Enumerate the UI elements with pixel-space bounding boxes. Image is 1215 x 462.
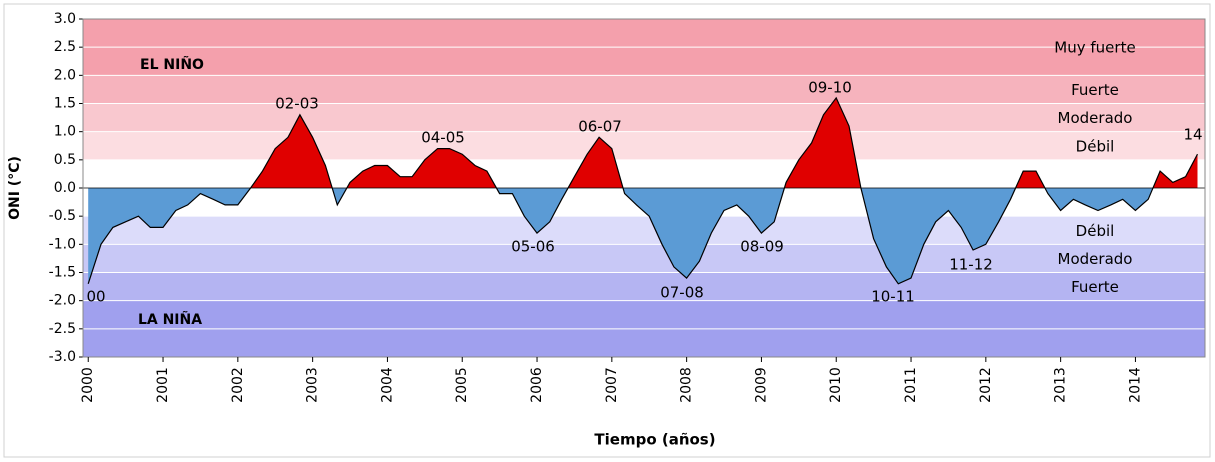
x-tick-label: 2004 [379, 367, 395, 403]
x-tick-label: 2008 [679, 367, 695, 403]
plot-border [82, 18, 1206, 358]
annotation: 07-08 [660, 284, 704, 302]
x-tick-label: 2007 [604, 367, 620, 403]
x-tick-label: 2011 [903, 367, 919, 403]
annotation: 09-10 [808, 79, 852, 97]
x-tick-label: 2012 [978, 367, 994, 403]
band [83, 75, 1205, 104]
y-axis-label: ONI (°C) [7, 156, 23, 220]
band-label: Muy fuerte [1054, 39, 1135, 57]
positive-area [88, 97, 1198, 188]
y-tick-label: 2.0 [54, 67, 76, 83]
band-label: Fuerte [1071, 81, 1119, 99]
band [83, 216, 1205, 245]
x-tick-label: 2010 [828, 367, 844, 403]
oni-line [87, 96, 1199, 285]
annotation: 05-06 [511, 238, 555, 256]
annotation: 08-09 [740, 238, 784, 256]
annotation: 10-11 [871, 288, 915, 306]
x-tick-label: 2005 [454, 367, 470, 403]
annotation: LA NIÑA [138, 311, 202, 328]
y-tick-label: -2.0 [49, 293, 76, 309]
x-tick-label: 2013 [1053, 367, 1069, 403]
negative-area [88, 188, 1198, 284]
annotation: 11-12 [949, 256, 993, 274]
annotation: 14 [1183, 126, 1202, 144]
annotation: 06-07 [578, 118, 622, 136]
annotation: 02-03 [275, 95, 319, 113]
x-tick-label: 2003 [305, 367, 321, 403]
y-tick-label: -1.5 [49, 265, 76, 281]
annotation: 00 [86, 288, 105, 306]
x-tick-label: 2001 [155, 367, 171, 403]
band-label: Moderado [1058, 250, 1133, 268]
band-label: Débil [1076, 222, 1115, 240]
x-tick-label: 2000 [80, 367, 96, 403]
y-tick-label: 1.5 [54, 96, 76, 112]
band-label: Fuerte [1071, 278, 1119, 296]
y-tick-label: 3.0 [54, 11, 76, 27]
annotation: 04-05 [421, 129, 465, 147]
x-tick-label: 2006 [529, 367, 545, 403]
annotation: EL NIÑO [140, 56, 204, 73]
y-tick-label: -0.5 [49, 208, 76, 224]
band [83, 244, 1205, 273]
x-axis-label: Tiempo (años) [594, 431, 715, 449]
band-label: Débil [1076, 137, 1115, 155]
y-tick-label: -2.5 [49, 321, 76, 337]
band-label: Moderado [1058, 109, 1133, 127]
y-tick-label: 2.5 [54, 39, 76, 55]
y-tick-label: -3.0 [49, 349, 76, 365]
band [83, 103, 1205, 132]
x-tick-label: 2009 [753, 367, 769, 403]
band [83, 272, 1205, 301]
x-tick-label: 2002 [230, 367, 246, 403]
y-tick-label: 1.0 [54, 124, 76, 140]
y-tick-label: 0.5 [54, 152, 76, 168]
y-tick-label: -1.0 [49, 236, 76, 252]
band [83, 131, 1205, 160]
x-tick-label: 2014 [1127, 367, 1143, 403]
frame [3, 3, 1211, 458]
y-tick-label: 0.0 [54, 180, 76, 196]
